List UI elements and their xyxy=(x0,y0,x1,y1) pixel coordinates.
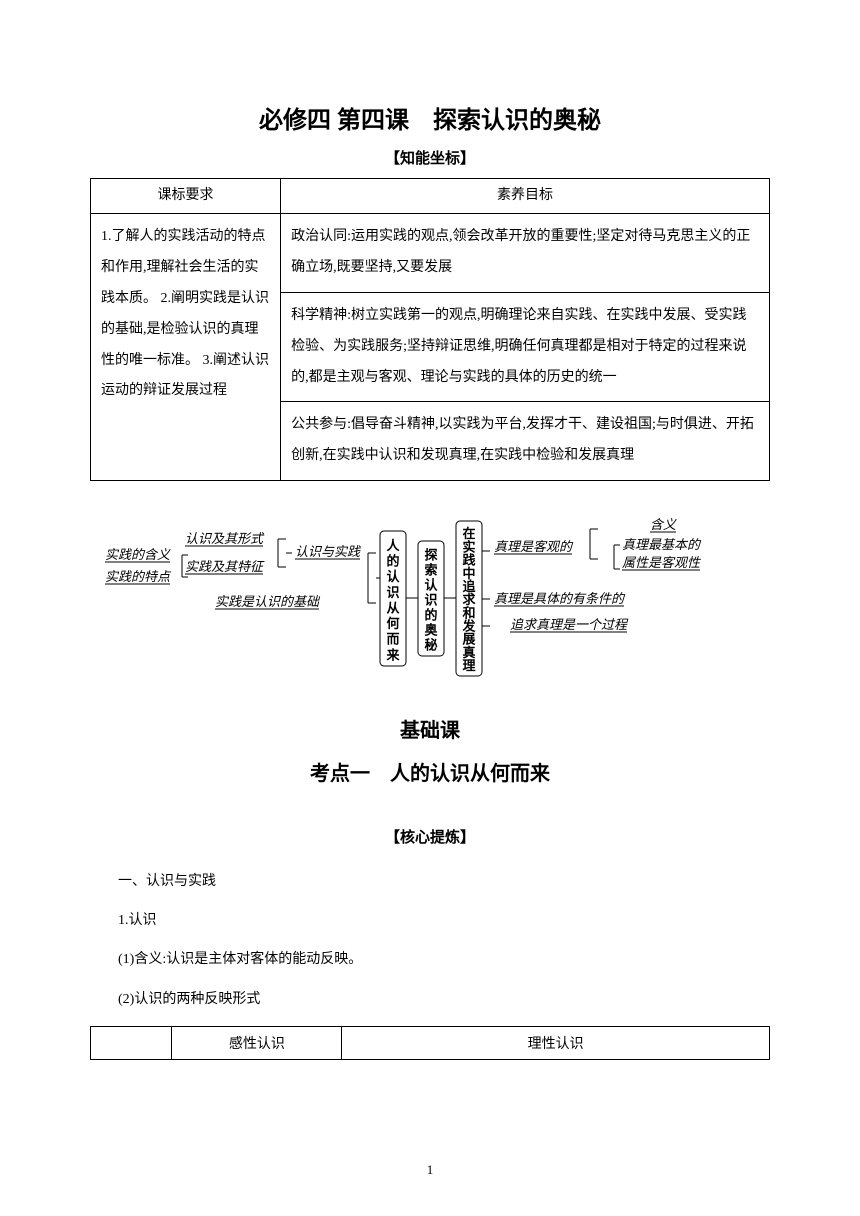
svg-text:实践的含义: 实践的含义 xyxy=(105,547,171,562)
item-1: 1.认识 xyxy=(90,908,770,933)
forms-col3: 理性认识 xyxy=(342,1026,770,1059)
svg-text:认: 认 xyxy=(424,577,438,592)
core-label: 【核心提炼】 xyxy=(90,826,770,847)
svg-text:人: 人 xyxy=(386,538,400,553)
subtitle: 【知能坐标】 xyxy=(90,147,770,168)
svg-text:追求真理是一个过程: 追求真理是一个过程 xyxy=(510,617,629,632)
svg-text:而: 而 xyxy=(386,632,399,647)
forms-table: 感性认识 理性认识 xyxy=(90,1026,770,1060)
item-1-2: (2)认识的两种反映形式 xyxy=(90,987,770,1012)
main-title: 必修四 第四课 探索认识的奥秘 xyxy=(90,100,770,135)
svg-text:真理是客观的: 真理是客观的 xyxy=(494,539,574,554)
goal-political: 政治认同:运用实践的观点,领会改革开放的重要性;坚定对待马克思主义的正确立场,既… xyxy=(281,214,770,293)
svg-text:的: 的 xyxy=(424,607,437,622)
header-goals: 素养目标 xyxy=(281,179,770,214)
svg-text:认: 认 xyxy=(386,569,400,584)
svg-text:来: 来 xyxy=(385,647,400,662)
svg-text:实践及其特征: 实践及其特征 xyxy=(185,559,265,574)
svg-text:识: 识 xyxy=(424,592,437,607)
table-row: 感性认识 理性认识 xyxy=(91,1026,770,1059)
header-requirements: 课标要求 xyxy=(91,179,281,214)
svg-text:含义: 含义 xyxy=(650,517,677,532)
forms-col2: 感性认识 xyxy=(172,1026,342,1059)
svg-text:真理最基本的: 真理最基本的 xyxy=(622,537,702,552)
svg-text:真理是具体的有条件的: 真理是具体的有条件的 xyxy=(494,591,626,606)
svg-text:从: 从 xyxy=(386,600,399,615)
section-heading: 一、认识与实践 xyxy=(90,869,770,894)
svg-text:属性是客观性: 属性是客观性 xyxy=(622,555,702,570)
svg-text:实践的特点: 实践的特点 xyxy=(105,569,172,584)
svg-text:认识与实践: 认识与实践 xyxy=(295,544,361,559)
table-row: 1.了解人的实践活动的特点和作用,理解社会生活的实践本质。 2.阐明实践是认识的… xyxy=(91,214,770,293)
forms-empty xyxy=(91,1026,172,1059)
svg-text:识: 识 xyxy=(386,585,399,600)
svg-text:理: 理 xyxy=(462,658,475,673)
goal-public: 公共参与:倡导奋斗精神,以实践为平台,发挥才干、建设祖国;与时俱进、开拓创新,在… xyxy=(281,402,770,481)
item-1-1: (1)含义:认识是主体对客体的能动反映。 xyxy=(90,947,770,972)
table-header-row: 课标要求 素养目标 xyxy=(91,179,770,214)
basics-course-label: 基础课 xyxy=(90,714,770,743)
svg-text:秘: 秘 xyxy=(424,637,437,652)
svg-text:何: 何 xyxy=(386,616,399,631)
page-number: 1 xyxy=(427,1162,434,1178)
standards-table: 课标要求 素养目标 1.了解人的实践活动的特点和作用,理解社会生活的实践本质。 … xyxy=(90,178,770,481)
requirements-cell: 1.了解人的实践活动的特点和作用,理解社会生活的实践本质。 2.阐明实践是认识的… xyxy=(91,214,281,481)
topic-title: 考点一 人的认识从何而来 xyxy=(90,757,770,786)
svg-text:的: 的 xyxy=(386,554,399,569)
svg-text:索: 索 xyxy=(424,562,437,577)
concept-diagram: 人的认识从何而来探索认识的奥秘在实践中追求和发展真理实践的含义实践的特点认识及其… xyxy=(90,511,770,686)
svg-text:认识及其形式: 认识及其形式 xyxy=(185,531,265,546)
svg-text:探: 探 xyxy=(424,547,437,562)
svg-text:奥: 奥 xyxy=(424,622,438,637)
goal-scientific: 科学精神:树立实践第一的观点,明确理论来自实践、在实践中发展、受实践检验、为实践… xyxy=(281,292,770,401)
svg-text:实践是认识的基础: 实践是认识的基础 xyxy=(215,594,321,609)
